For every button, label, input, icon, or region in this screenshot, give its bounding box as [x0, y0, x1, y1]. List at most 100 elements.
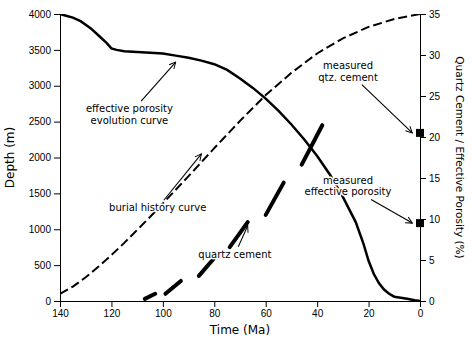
- tick-label: 140: [52, 308, 69, 319]
- tick-label: 500: [34, 260, 51, 271]
- tick-mark: [54, 265, 60, 266]
- tick: 2000: [29, 152, 60, 163]
- tick-mark: [266, 301, 267, 307]
- series-points: [416, 129, 424, 227]
- tick: 4000: [29, 9, 60, 20]
- tick: 35: [420, 9, 441, 20]
- y2-axis: 0 5 10 15 20 25 30 35: [420, 9, 441, 307]
- chart: 1401201008060402000500100015002000250030…: [0, 0, 474, 341]
- tick-mark: [420, 260, 426, 261]
- tick-mark: [420, 55, 426, 56]
- tick: 1500: [29, 188, 60, 199]
- tick: 0: [418, 301, 424, 319]
- tick-mark: [420, 137, 426, 138]
- tick: 20: [364, 301, 376, 319]
- tick-label: 0: [45, 296, 51, 307]
- measured-point: [416, 129, 424, 137]
- tick-label: 2500: [29, 116, 52, 127]
- tick-label: 0: [418, 308, 424, 319]
- annotation: burial history curve: [109, 202, 206, 213]
- y2-axis-title: Quartz Cement / Effective Porosity (%): [454, 56, 466, 258]
- tick-mark: [54, 301, 60, 302]
- y-axis-title: Depth (m): [3, 127, 17, 188]
- annotation: effective porosityevolution curve: [86, 103, 173, 126]
- cement-segment: [199, 258, 214, 276]
- tick: 1000: [29, 224, 60, 235]
- axis-domain: [54, 15, 61, 302]
- tick-mark: [163, 301, 164, 307]
- curve: [60, 14, 420, 301]
- tick: 3500: [29, 45, 60, 56]
- tick-mark: [54, 50, 60, 51]
- tick-label: 1500: [29, 188, 52, 199]
- tick-mark: [369, 301, 370, 307]
- tick-label: 4000: [29, 9, 52, 20]
- annotation-arrow: [238, 226, 247, 247]
- tick-mark: [54, 86, 60, 87]
- tick-mark: [111, 301, 112, 307]
- tick: 0: [420, 296, 435, 307]
- tick-label: 40: [312, 308, 324, 319]
- tick-mark: [214, 301, 215, 307]
- tick-label: 1000: [29, 224, 52, 235]
- cement-segment: [165, 281, 180, 294]
- tick: 40: [312, 301, 324, 319]
- tick: 5: [420, 255, 435, 266]
- annotation-arrow: [362, 85, 412, 133]
- tick: 140: [52, 301, 69, 319]
- tick-label: 20: [429, 132, 441, 143]
- tick: 25: [420, 91, 441, 102]
- tick-label: 3500: [29, 45, 52, 56]
- tick-mark: [54, 122, 60, 123]
- tick-label: 0: [429, 296, 435, 307]
- tick-mark: [420, 301, 426, 302]
- cement-segment: [302, 125, 323, 164]
- tick: 120: [104, 301, 121, 319]
- tick: 3000: [29, 80, 60, 91]
- annotation-arrow: [141, 62, 176, 101]
- tick: 0: [45, 296, 60, 307]
- annotation-arrow: [371, 199, 412, 223]
- tick-mark: [54, 14, 60, 15]
- annotation-arrow: [164, 154, 202, 200]
- cement-segment: [230, 222, 248, 247]
- tick-label: 120: [104, 308, 121, 319]
- tick-label: 15: [429, 173, 441, 184]
- x-axis: 140 120 100 80 60 40 20 0: [52, 301, 424, 319]
- tick-label: 60: [261, 308, 273, 319]
- annotations: effective porosityevolution curve burial …: [86, 60, 412, 260]
- tick: 500: [34, 260, 60, 271]
- tick: 2500: [29, 116, 60, 127]
- series-lines: [60, 14, 420, 301]
- tick-label: 3000: [29, 80, 52, 91]
- tick-mark: [420, 14, 426, 15]
- tick: 30: [420, 50, 441, 61]
- tick-label: 30: [429, 50, 441, 61]
- y-axis: 0 500 1000 1500 2000 2500 3000 3500 4000: [29, 9, 61, 307]
- tick-label: 100: [155, 308, 172, 319]
- cement-segment: [266, 183, 284, 215]
- tick: 60: [261, 301, 273, 319]
- annotation: measuredqtz. cement: [318, 60, 378, 83]
- tick: 15: [420, 173, 441, 184]
- tick-mark: [420, 96, 426, 97]
- tick-mark: [54, 193, 60, 194]
- tick: 100: [155, 301, 172, 319]
- plot: 1401201008060402000500100015002000250030…: [3, 9, 466, 337]
- tick-mark: [420, 178, 426, 179]
- tick-label: 35: [429, 9, 441, 20]
- axis-domain: [421, 15, 427, 302]
- tick-label: 20: [364, 308, 376, 319]
- cement-segment: [145, 294, 155, 299]
- measured-point: [416, 219, 424, 227]
- tick: 80: [209, 301, 221, 319]
- tick-label: 10: [429, 214, 441, 225]
- tick-mark: [54, 229, 60, 230]
- x-axis-title: Time (Ma): [209, 323, 270, 337]
- tick-label: 5: [429, 255, 435, 266]
- tick-mark: [317, 301, 318, 307]
- tick-label: 80: [209, 308, 221, 319]
- tick-label: 25: [429, 91, 441, 102]
- axis-domain: [61, 302, 421, 308]
- tick-mark: [54, 158, 60, 159]
